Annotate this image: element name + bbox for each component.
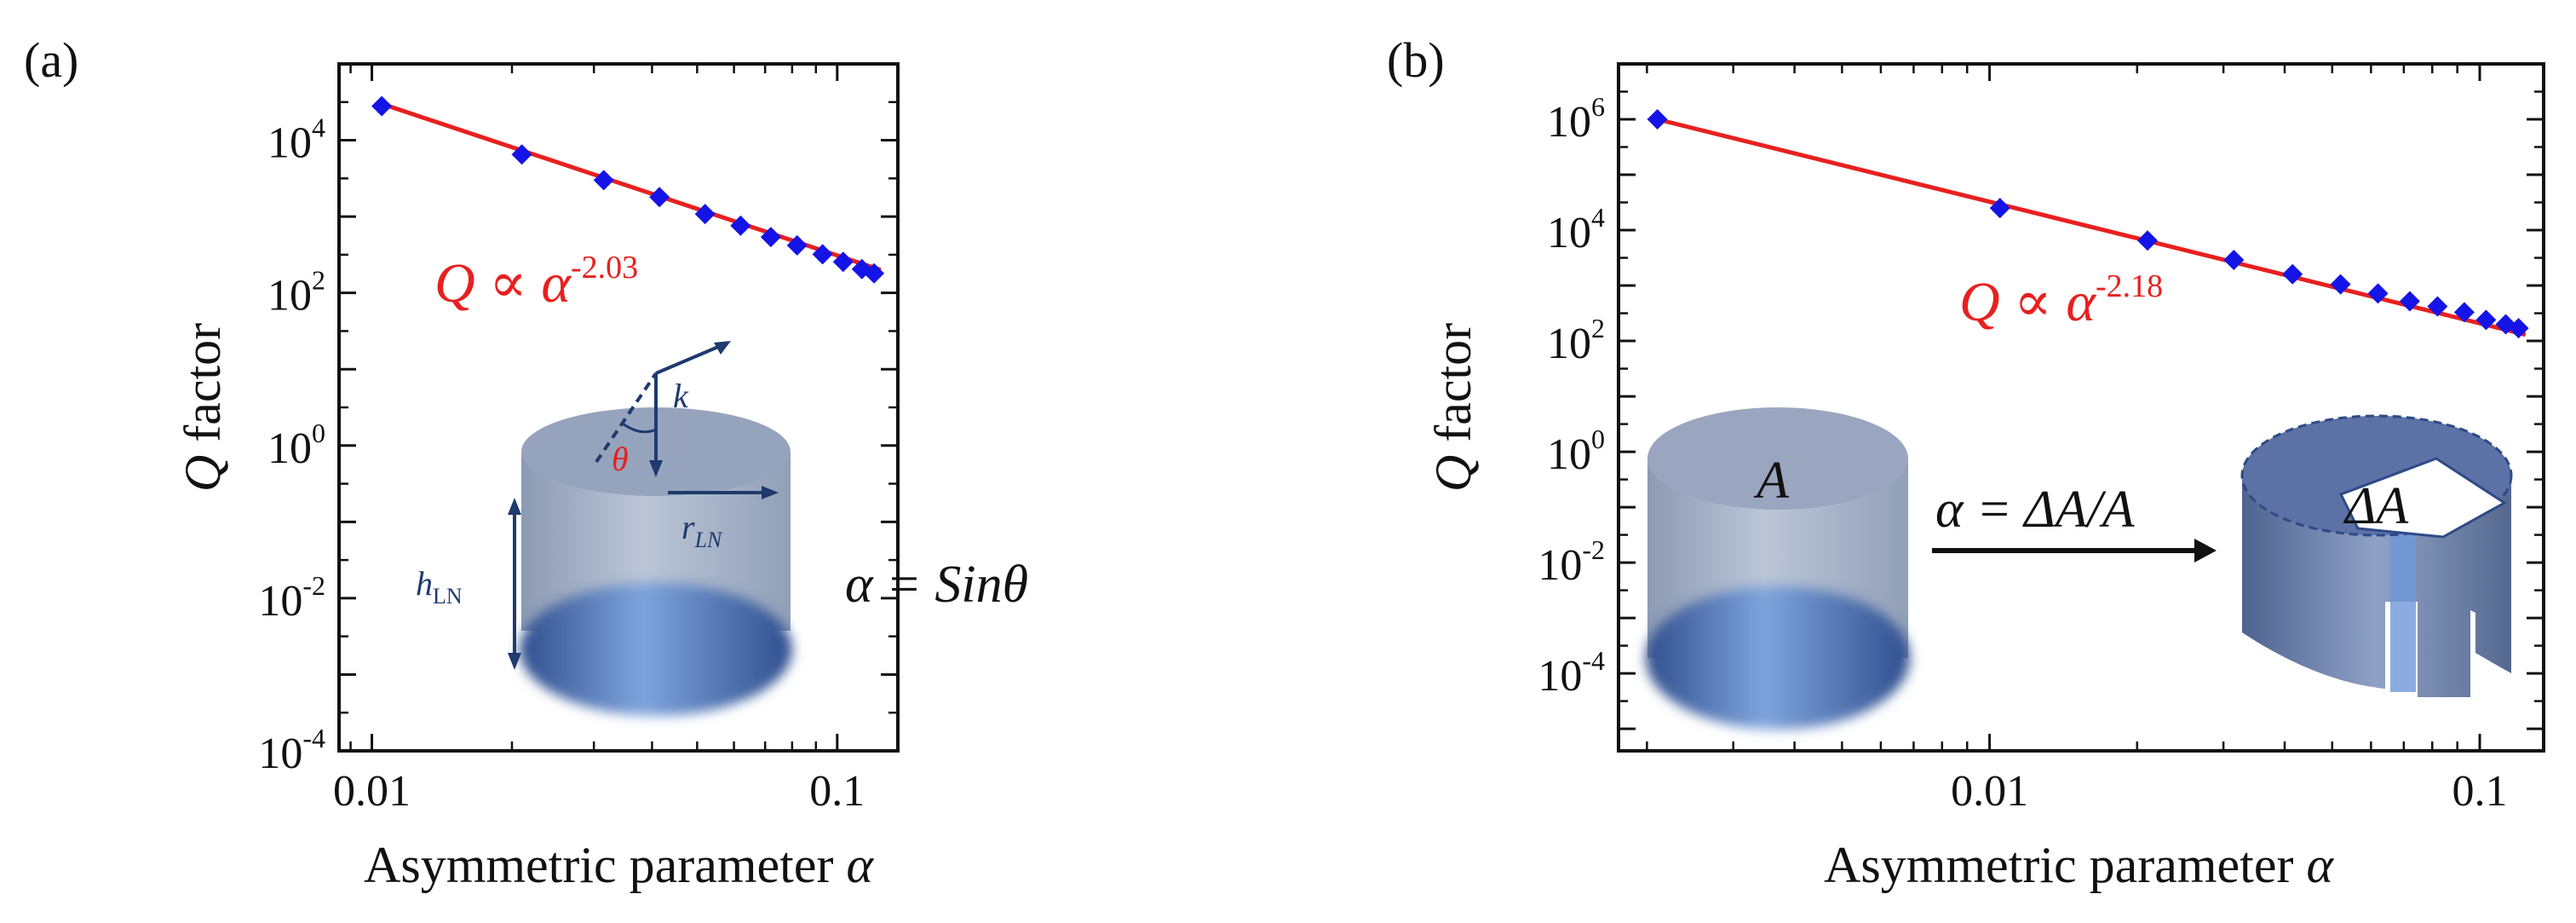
x-tick-label: 0.01 [1951,767,2028,816]
y-tick-label: 106 [1547,91,1605,147]
inset-a-theta-label: θ [612,440,629,478]
y-tick-label: 102 [267,265,325,320]
x-tick-label: 0.1 [2452,767,2508,816]
inset-b-arrowhead [2194,539,2217,562]
panel-a-marks [371,95,885,284]
panel-b-label: (b) [1387,32,1445,88]
data-point [2330,274,2351,295]
inset-b-delta-area-label: ΔA [2343,477,2409,535]
data-point [511,144,532,165]
panel-b-marks [1647,109,2529,339]
data-point [649,187,670,208]
panel-a-x-tick-labels: 0.01 0.1 [333,767,865,816]
inset-a-radius-arrowhead [762,486,779,499]
inset-a-height-label: hLN [416,564,463,609]
data-point [832,251,854,273]
data-point [864,262,885,284]
panel-a-y-tick-labels: 10-4 10-2 100 102 104 [258,112,325,778]
panel-a-x-axis-title: Asymmetric parameter α [364,837,874,893]
inset-a-height-arrowhead-bottom [508,653,521,670]
inset-a-vertical-arrowhead [649,460,663,477]
y-tick-label: 10-4 [1538,645,1605,701]
data-point [2475,309,2497,331]
inset-a-cylinder: k θ rLN hLN [416,341,792,716]
panel-b-x-axis-title: Asymmetric parameter α [1824,837,2334,893]
panel-b: (b) A α = ΔA/A ΔA 10-4 10-2 100 102 104 106 0… [1387,32,2545,893]
data-point [2223,249,2245,270]
panel-b-plot-frame [1617,62,2545,753]
y-tick-label: 10-2 [258,570,325,626]
data-point [593,170,614,191]
data-point [812,244,833,265]
inset-b-cut-cylinder-inner [2390,522,2416,692]
panel-b-x-tick-labels: 0.01 0.1 [1951,767,2507,816]
panel-b-ticks [1619,62,2544,751]
inset-b-cylinder [1646,407,1910,730]
inset-a-cylinder-bottom [520,583,792,716]
panel-b-fit-annotation: Q ∝ α-2.18 [1959,268,2163,333]
inset-a-radius-label: rLN [681,508,723,552]
y-tick-label: 10-2 [1538,534,1605,590]
data-point [730,215,751,236]
inset-a-height-arrowhead-top [508,498,521,515]
data-point [2427,296,2448,317]
panel-a-label: (a) [24,32,78,88]
inset-b-area-label: A [1753,452,1790,510]
y-tick-label: 10-4 [258,723,325,778]
inset-a-k-label: k [673,377,689,415]
inset-a-k-arrowhead [714,341,731,355]
panel-a-y-axis-title: Q factor [175,323,231,492]
y-tick-label: 104 [1547,202,1605,257]
x-tick-label: 0.1 [809,767,865,816]
panel-a-ticks [339,62,898,753]
data-point [1989,198,2010,219]
panel-b-y-axis-title: Q factor [1425,323,1481,492]
data-point [2399,291,2420,312]
inset-b-cylinder-bottom [1646,586,1910,730]
inset-b-cut-cylinder [2240,414,2513,697]
inset-a-k-vector [655,343,725,375]
data-point [2453,302,2475,323]
y-tick-label: 100 [1547,424,1605,479]
data-point [694,204,716,225]
data-point [2367,283,2389,304]
data-point [786,234,808,256]
data-point [371,95,393,117]
inset-a-angle-arc [622,422,657,434]
data-point [1647,109,1668,130]
inset-b-cylinder-top [1647,407,1908,510]
data-point [2136,230,2158,251]
y-tick-label: 100 [267,418,325,473]
panel-a: (a) k θ rLN hLN α = Sinθ [24,32,1028,893]
y-tick-label: 102 [1547,313,1605,368]
panel-b-y-tick-labels: 10-4 10-2 100 102 104 106 [1538,91,1605,701]
data-point [2282,263,2303,285]
inset-a-formula: α = Sinθ [845,556,1028,614]
inset-b-formula: α = ΔA/A [1935,481,2136,539]
data-point [760,227,781,248]
panel-a-fit-annotation: Q ∝ α-2.03 [434,250,638,314]
x-tick-label: 0.01 [333,767,411,816]
data-point [2508,318,2529,339]
inset-b-removed-area [2338,457,2507,539]
inset-a-normal-dashed [595,372,658,464]
y-tick-label: 104 [267,112,325,168]
